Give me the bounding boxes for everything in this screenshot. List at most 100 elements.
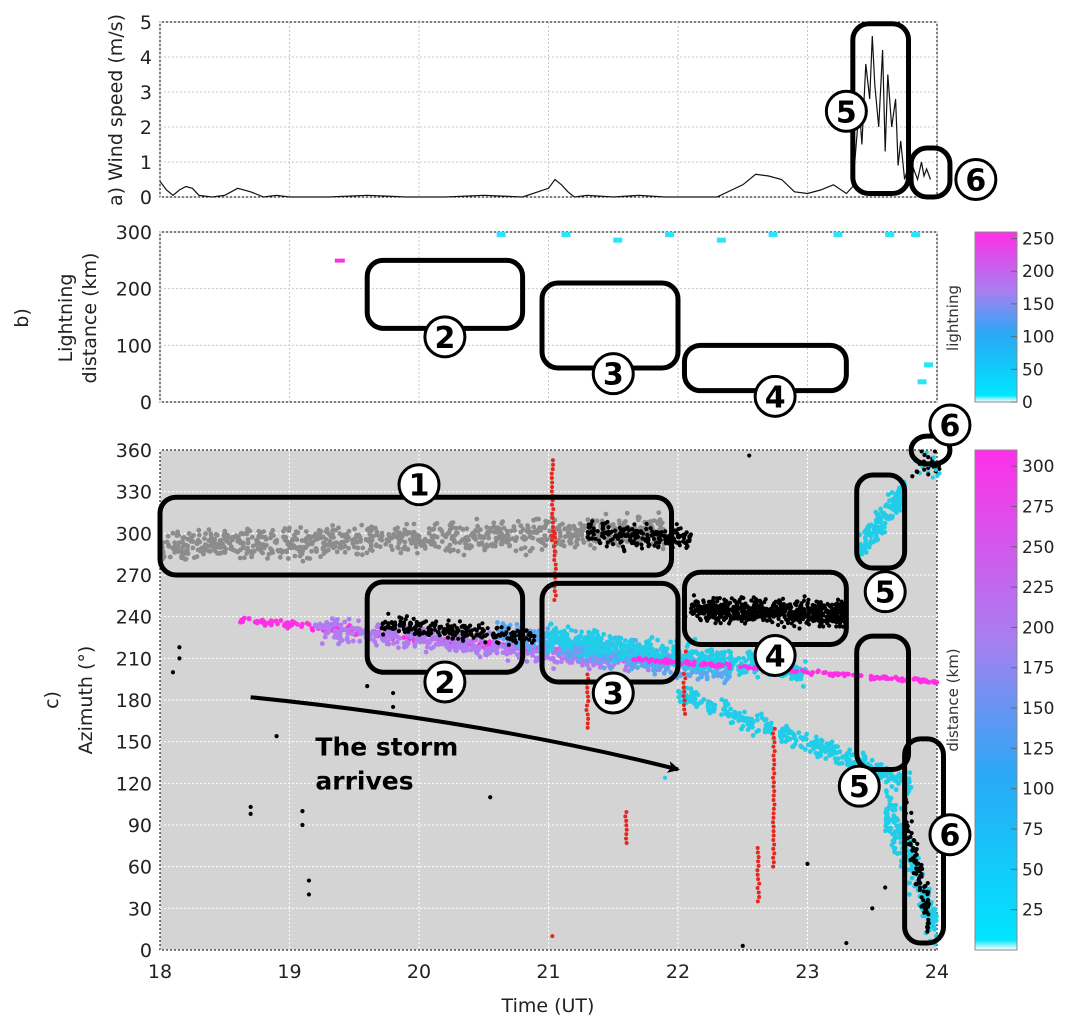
scatter-point <box>828 743 834 748</box>
scatter-point <box>461 552 467 558</box>
scatter-point <box>323 623 329 629</box>
scatter-point <box>605 641 611 647</box>
scatter-point <box>369 537 375 543</box>
scatter-point <box>432 634 438 640</box>
scatter-point <box>196 532 202 538</box>
scatter-point <box>247 528 253 534</box>
scatter-point <box>639 546 645 551</box>
scatter-point <box>522 545 528 550</box>
scatter-point <box>577 521 583 527</box>
scatter-point <box>275 547 281 553</box>
scatter-point <box>391 532 397 537</box>
scatter-point <box>718 621 723 626</box>
scatter-point <box>432 627 437 632</box>
scatter-point <box>754 602 759 607</box>
scatter-point <box>711 708 717 714</box>
scatter-point <box>481 628 486 633</box>
scatter-point <box>304 555 310 561</box>
scatter-point <box>630 527 635 532</box>
scatter-point <box>682 536 687 541</box>
scatter-point <box>686 661 692 667</box>
scatter-point <box>808 672 814 677</box>
scatter-point <box>752 617 757 622</box>
scatter-point <box>352 526 357 532</box>
scatter-point <box>167 554 173 560</box>
scatter-point <box>209 539 215 545</box>
scatter-point <box>738 664 743 670</box>
scatter-point <box>484 542 490 548</box>
scatter-point <box>661 533 667 539</box>
scatter-point <box>592 545 597 551</box>
scatter-point <box>746 665 752 671</box>
scatter-point <box>422 536 428 542</box>
scatter-point <box>205 543 211 549</box>
y-tick-label: 1 <box>140 152 152 174</box>
scatter-point <box>755 717 760 723</box>
scatter-point <box>767 614 772 620</box>
scatter-point <box>676 694 682 700</box>
scatter-point <box>906 776 912 782</box>
scatter-point <box>634 534 640 539</box>
scatter-point <box>336 641 341 647</box>
scatter-point <box>826 618 831 623</box>
scatter-point <box>574 528 580 534</box>
scatter-point <box>430 533 435 539</box>
scatter-point <box>453 540 458 545</box>
scatter-point <box>473 649 479 654</box>
scatter-point <box>602 657 607 662</box>
scatter-point <box>819 603 824 608</box>
scatter-point <box>711 669 717 675</box>
scatter-point <box>677 534 682 539</box>
scatter-point <box>334 617 340 622</box>
scatter-point <box>907 770 913 776</box>
scatter-point <box>869 757 875 763</box>
scatter-point <box>230 537 235 543</box>
scatter-point <box>588 639 594 645</box>
scatter-point <box>381 626 386 631</box>
scatter-point <box>668 639 673 645</box>
scatter-point <box>453 647 458 653</box>
scatter-point <box>505 538 511 544</box>
scatter-point <box>285 556 291 561</box>
scatter-point <box>342 543 348 549</box>
scatter-point <box>728 706 733 712</box>
lightning-cell <box>561 232 571 237</box>
scatter-point <box>397 615 402 620</box>
scatter-point <box>809 742 814 748</box>
scatter-point <box>249 554 255 560</box>
scatter-point <box>655 519 660 525</box>
scatter-point <box>724 709 730 715</box>
scatter-point <box>401 620 407 625</box>
scatter-point <box>801 735 807 741</box>
scatter-point <box>607 645 613 651</box>
scatter-point <box>719 614 724 619</box>
scatter-point <box>373 525 378 531</box>
scatter-point <box>644 526 649 532</box>
scatter-point <box>762 729 768 735</box>
scatter-point <box>759 715 765 721</box>
scatter-point <box>202 536 207 541</box>
scatter-point <box>500 537 506 542</box>
scatter-point <box>620 644 626 649</box>
scatter-point <box>576 634 582 639</box>
annotation-circle <box>824 89 868 133</box>
scatter-point <box>682 660 688 665</box>
scatter-point <box>830 602 835 607</box>
scatter-point <box>443 628 448 634</box>
scatter-point <box>511 524 517 529</box>
scatter-point <box>742 716 747 722</box>
scatter-point <box>660 643 665 649</box>
panel-b-colorbar-label: lightning <box>944 285 962 351</box>
scatter-point <box>238 619 243 625</box>
scatter-point <box>583 658 589 663</box>
scatter-point <box>354 551 360 557</box>
scatter-point <box>377 544 383 550</box>
scatter-point <box>198 545 204 551</box>
scatter-point <box>740 609 745 615</box>
scatter-point <box>804 731 810 737</box>
scatter-point <box>437 633 442 638</box>
scatter-point <box>759 711 764 717</box>
scatter-point <box>578 527 584 532</box>
scatter-point <box>743 669 749 675</box>
scatter-point <box>490 542 496 547</box>
